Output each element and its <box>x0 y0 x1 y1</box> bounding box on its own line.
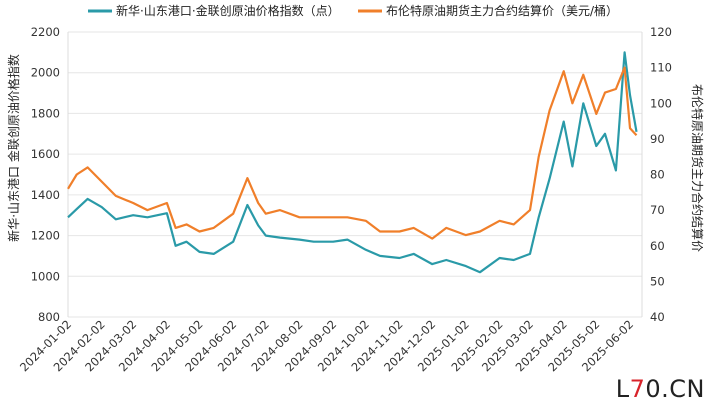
series-line-1 <box>67 51 638 274</box>
legend-label-2: 布伦特原油期货主力合约结算价（美元/桶） <box>386 3 618 18</box>
right-tick-label: 90 <box>650 132 665 146</box>
left-tick-label: 2000 <box>31 66 60 80</box>
watermark-highlight: 7 <box>629 375 646 403</box>
x-axis: 2024-01-022024-02-022024-03-022024-04-02… <box>17 317 636 374</box>
right-tick-label: 70 <box>650 203 665 217</box>
left-tick-label: 2200 <box>31 25 60 39</box>
left-tick-label: 1400 <box>31 188 60 202</box>
left-tick-label: 1800 <box>31 106 60 120</box>
right-tick-label: 80 <box>650 168 665 182</box>
right-tick-label: 110 <box>650 61 672 75</box>
right-tick-label: 60 <box>650 239 665 253</box>
gridlines <box>67 31 643 318</box>
watermark-prefix: L <box>615 375 630 403</box>
watermark-logo: L70.CN <box>616 375 705 403</box>
right-tick-label: 120 <box>650 25 672 39</box>
right-axis-title: 布伦特原油期货主力合约结算价 <box>690 84 705 252</box>
left-tick-label: 800 <box>38 310 60 324</box>
left-y-axis: 800 1000 1200 1400 1600 1800 2000 2200 <box>31 25 60 324</box>
watermark-suffix: 0.CN <box>645 375 705 403</box>
series-group <box>67 51 638 274</box>
legend: 新华·山东港口·金联创原油价格指数（点） 布伦特原油期货主力合约结算价（美元/桶） <box>88 3 618 18</box>
left-tick-label: 1000 <box>31 269 60 283</box>
left-axis-title: 新华·山东港口 金联创原油价格指数 <box>6 54 21 242</box>
right-tick-label: 50 <box>650 274 665 288</box>
right-y-axis: 40 50 60 70 80 90 100 110 120 <box>650 25 672 324</box>
legend-label-1: 新华·山东港口·金联创原油价格指数（点） <box>116 3 340 18</box>
right-tick-label: 100 <box>650 96 672 110</box>
right-tick-label: 40 <box>650 310 665 324</box>
series-line-2 <box>67 66 638 240</box>
left-tick-label: 1200 <box>31 229 60 243</box>
left-tick-label: 1600 <box>31 147 60 161</box>
